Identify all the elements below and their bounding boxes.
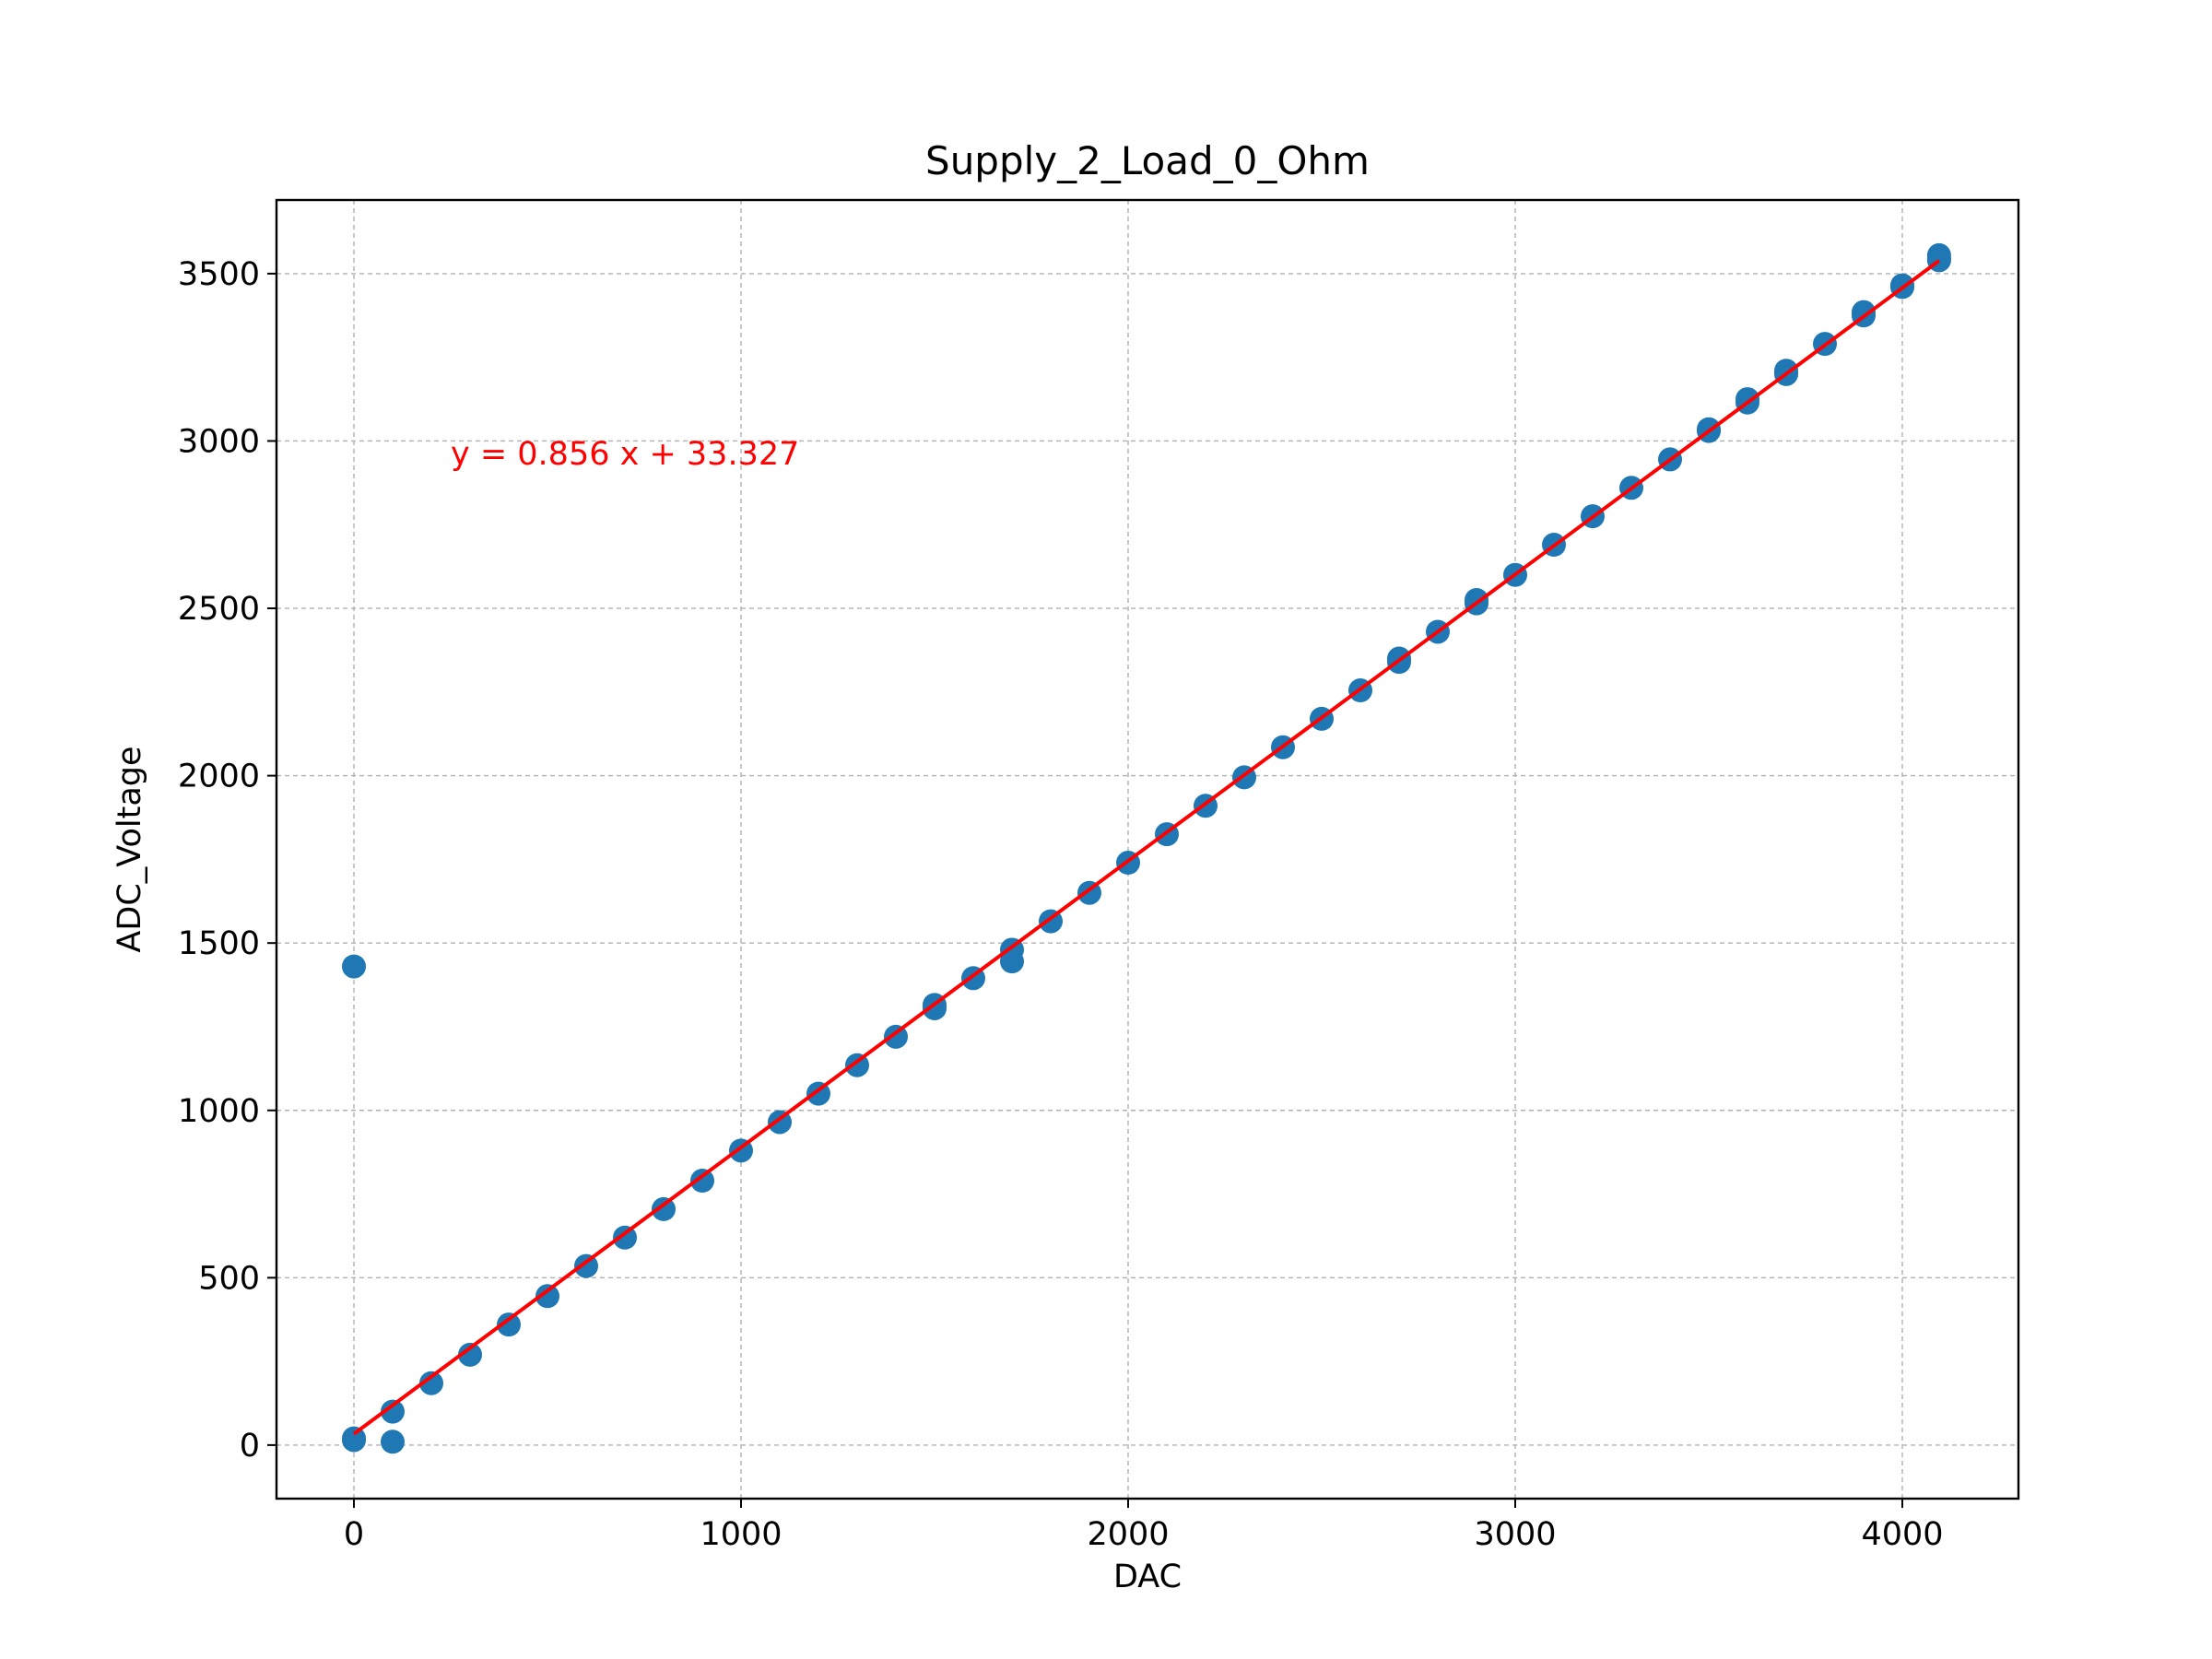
y-tick-label: 3000: [178, 423, 260, 460]
data-point: [1852, 300, 1876, 324]
y-axis-label: ADC_Voltage: [112, 746, 148, 952]
y-tick-label: 2500: [178, 591, 260, 628]
data-point: [535, 1284, 559, 1309]
x-tick-label: 4000: [1861, 1516, 1943, 1553]
data-point: [419, 1371, 443, 1395]
data-point: [342, 1428, 366, 1453]
data-point: [613, 1225, 637, 1250]
x-axis-label: DAC: [1113, 1559, 1182, 1595]
y-tick-label: 2000: [178, 759, 260, 795]
y-tick-label: 500: [198, 1260, 260, 1297]
data-point: [1000, 949, 1024, 974]
data-point: [381, 1430, 405, 1454]
grid-lines: [276, 200, 2018, 1499]
fit-line: [352, 259, 1941, 1436]
y-tick-label: 1000: [178, 1093, 260, 1130]
data-point: [381, 1399, 405, 1424]
x-tick-label: 2000: [1087, 1516, 1169, 1553]
x-tick-label: 0: [344, 1516, 364, 1553]
data-point: [342, 954, 366, 979]
plot-frame: [275, 198, 2020, 1500]
data-point: [652, 1196, 676, 1221]
y-tick-label: 1500: [178, 925, 260, 962]
data-point: [458, 1342, 482, 1367]
data-point: [497, 1312, 521, 1337]
fit-line-group: [352, 259, 1941, 1436]
x-tick-label: 1000: [700, 1516, 782, 1553]
data-point: [690, 1169, 714, 1194]
x-tick-label: 3000: [1474, 1516, 1556, 1553]
chart-title: Supply_2_Load_0_Ohm: [925, 138, 1370, 183]
data-point: [884, 1024, 908, 1049]
axis-ticks: 0 1000 2000 3000 4000 0 500 1000 1500 2000 2500 300…: [178, 256, 1944, 1553]
y-tick-label: 3500: [178, 256, 260, 293]
data-point: [574, 1253, 598, 1278]
fit-equation-annotation: y = 0.856 x + 33.327: [451, 436, 799, 473]
y-tick-label: 0: [240, 1428, 260, 1465]
